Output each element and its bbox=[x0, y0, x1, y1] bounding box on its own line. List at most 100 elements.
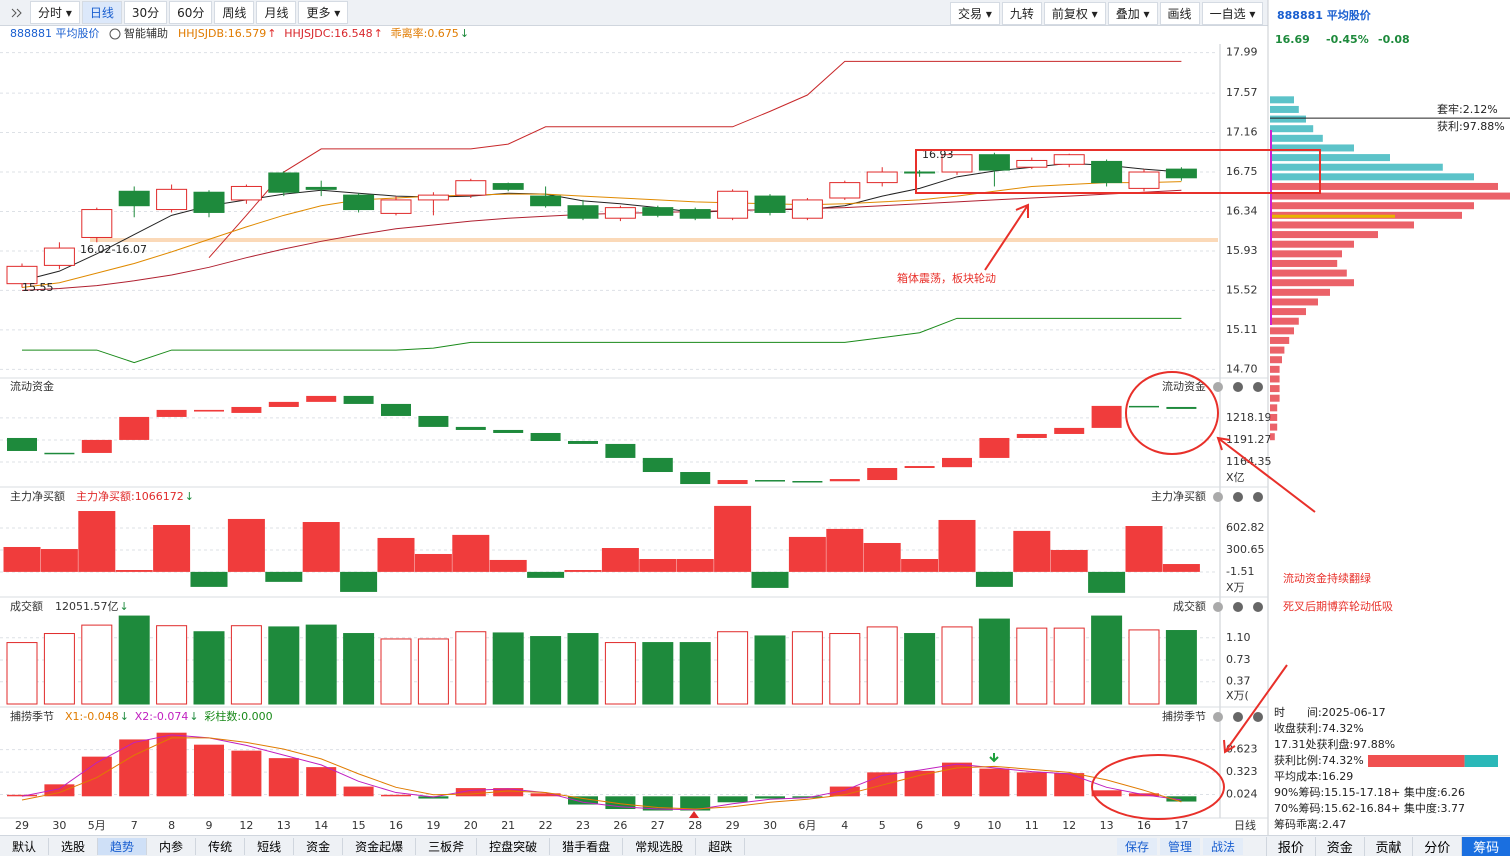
chip-bar bbox=[1270, 173, 1474, 181]
toolbar-button[interactable]: 叠加 ▾ bbox=[1107, 1, 1158, 25]
bar bbox=[639, 559, 677, 572]
bar bbox=[194, 409, 224, 412]
candle-body bbox=[530, 195, 562, 207]
bar bbox=[792, 481, 823, 483]
panel-icon bbox=[1213, 382, 1223, 392]
bar bbox=[788, 536, 826, 572]
y-tick-label: 15.11 bbox=[1226, 323, 1258, 336]
toolbar-button[interactable]: 前复权 ▾ bbox=[1043, 1, 1106, 25]
bar bbox=[3, 546, 41, 572]
toolbar-button[interactable]: 60分 bbox=[169, 1, 213, 24]
bar bbox=[455, 788, 486, 797]
tab[interactable]: 资金 bbox=[1314, 836, 1364, 856]
legend-item: X1:-0.048 bbox=[65, 710, 119, 723]
chip-bar bbox=[1270, 279, 1354, 287]
candle-body bbox=[6, 265, 38, 285]
tab[interactable]: 超跌 bbox=[696, 837, 746, 855]
panel-dividers bbox=[0, 377, 1268, 819]
panel-icon bbox=[1253, 712, 1263, 722]
highlight-ellipse bbox=[1125, 371, 1219, 455]
tab[interactable]: 控盘突破 bbox=[477, 837, 551, 855]
tab[interactable]: 短线 bbox=[245, 837, 295, 855]
line bbox=[21, 737, 1182, 810]
tab[interactable]: 贡献 bbox=[1363, 836, 1413, 856]
tab[interactable]: 分价 bbox=[1412, 836, 1461, 856]
tab[interactable]: 筹码 bbox=[1461, 836, 1510, 856]
panel-icon bbox=[1213, 712, 1223, 722]
bar bbox=[380, 638, 412, 705]
candle-body bbox=[978, 154, 1010, 171]
chip-bar bbox=[1270, 163, 1443, 171]
line bbox=[22, 317, 1182, 364]
toolbar-button[interactable]: 日线 bbox=[81, 1, 122, 24]
toolbar-button[interactable]: 30分 bbox=[123, 1, 168, 24]
y-tick-label: 1218.19 bbox=[1226, 411, 1272, 424]
indicator-arrow: ↑ bbox=[374, 27, 383, 40]
tab[interactable]: 选股 bbox=[49, 837, 99, 855]
tab[interactable]: 战法 bbox=[1202, 837, 1243, 855]
tab[interactable]: 资金 bbox=[294, 837, 344, 855]
candle-body bbox=[829, 182, 861, 199]
toolbar-button[interactable]: 月线 bbox=[256, 1, 297, 24]
signal-arrow bbox=[989, 753, 999, 763]
bar bbox=[680, 472, 711, 485]
bar bbox=[530, 636, 562, 705]
tab[interactable]: 三板斧 bbox=[416, 837, 478, 855]
candle-body bbox=[305, 186, 337, 190]
bar bbox=[978, 618, 1010, 705]
bar bbox=[343, 395, 374, 404]
toolbar-button[interactable]: 周线 bbox=[214, 1, 255, 24]
chip-bar bbox=[1270, 356, 1282, 364]
tab[interactable]: 管理 bbox=[1159, 837, 1200, 855]
toolbar-button[interactable]: 分时 ▾ bbox=[30, 1, 80, 24]
toolbar-button[interactable]: 一自选 ▾ bbox=[1201, 1, 1264, 25]
toolbar-button[interactable]: 九转 bbox=[1001, 1, 1042, 25]
x-tick-label: 14 bbox=[314, 819, 328, 832]
chip-bar bbox=[1270, 346, 1285, 354]
toolbar-button[interactable]: 更多 ▾ bbox=[298, 1, 349, 24]
legend-item: X2:-0.074 bbox=[135, 710, 189, 723]
bar bbox=[7, 794, 37, 797]
toolbar-button[interactable]: 交易 ▾ bbox=[950, 1, 1000, 25]
x-tick-label: 10 bbox=[987, 819, 1001, 832]
tab[interactable]: 报价 bbox=[1266, 836, 1315, 856]
bar bbox=[493, 429, 524, 433]
expand-icon[interactable] bbox=[11, 8, 22, 18]
chip-bar bbox=[1270, 394, 1280, 402]
candle-body bbox=[1165, 168, 1197, 179]
tab[interactable]: 猎手看盘 bbox=[550, 837, 624, 855]
candle-body bbox=[754, 195, 786, 213]
indicator-label: HHJSJDB:16.579 bbox=[178, 27, 266, 40]
candle-body bbox=[118, 190, 150, 207]
legend-value: 主力净买额:1066172 bbox=[76, 489, 184, 503]
legend-item: 彩柱数:0.000 bbox=[204, 709, 272, 723]
bar bbox=[867, 772, 898, 797]
tab[interactable]: 资金起爆 bbox=[343, 837, 417, 855]
info-line: 90%筹码:15.15-17.18+ 集中度:6.26 bbox=[1274, 785, 1465, 799]
ref-label: 套牢:2.12% bbox=[1437, 102, 1498, 116]
bar bbox=[265, 571, 303, 582]
bar bbox=[1016, 772, 1047, 797]
chip-bar bbox=[1270, 231, 1378, 239]
tab[interactable]: 趋势 bbox=[98, 837, 148, 855]
tab[interactable]: 保存 bbox=[1116, 837, 1157, 855]
tab[interactable]: 常规选股 bbox=[623, 837, 697, 855]
bar bbox=[717, 631, 749, 705]
candle-body bbox=[455, 180, 487, 196]
bar bbox=[417, 638, 449, 705]
tab[interactable]: 默认 bbox=[0, 837, 50, 855]
candle-body bbox=[642, 207, 674, 216]
toolbar-button[interactable]: 画线 bbox=[1159, 1, 1200, 25]
bar bbox=[601, 548, 639, 572]
bar bbox=[1129, 405, 1159, 408]
tab-bar: 默认 选股 趋势 内参 传统 短线 资金 资金起爆 三板斧 控盘突破 猎手看盘 常规选股 超跌 保存 管理战… bbox=[0, 835, 1510, 856]
tab[interactable]: 内参 bbox=[147, 837, 197, 855]
legend-arrow: ↓ bbox=[185, 490, 194, 503]
bar bbox=[527, 571, 565, 578]
indicator-label: 乖离率:0.675 bbox=[391, 26, 459, 40]
assist-icon bbox=[109, 28, 121, 40]
tab[interactable]: 传统 bbox=[196, 837, 246, 855]
unit-label: X万( bbox=[1226, 689, 1249, 702]
candle-body bbox=[43, 247, 75, 266]
